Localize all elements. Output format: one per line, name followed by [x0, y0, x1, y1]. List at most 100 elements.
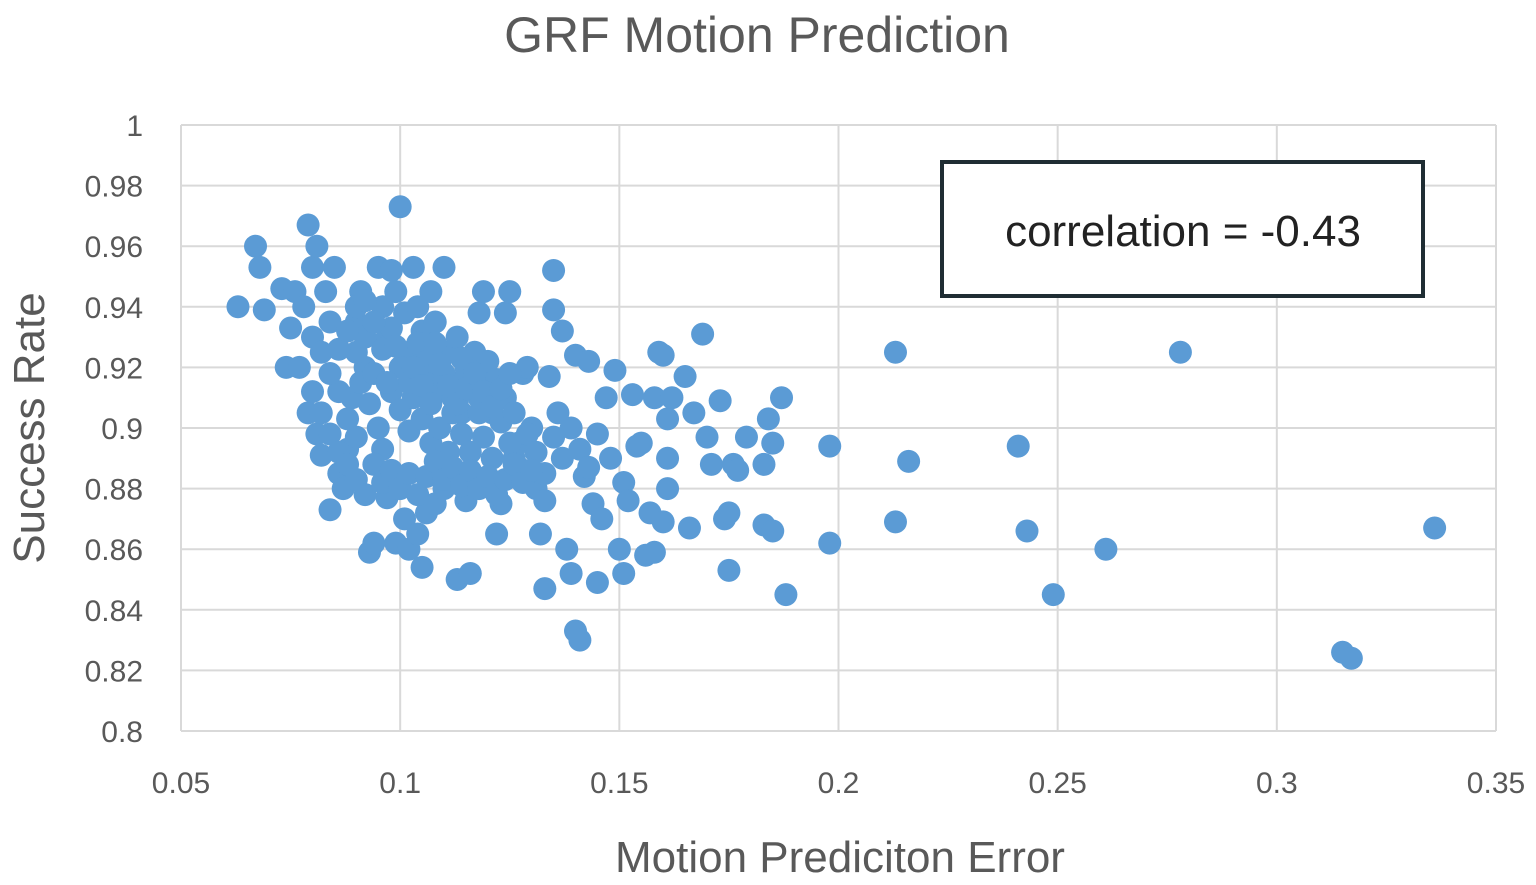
y-tick-label: 0.88	[85, 474, 143, 507]
data-point	[406, 483, 430, 507]
data-point	[616, 489, 640, 513]
data-point	[708, 389, 732, 413]
x-tick-label: 0.25	[1028, 767, 1086, 800]
data-point	[542, 258, 566, 282]
data-point	[695, 425, 719, 449]
data-point	[476, 464, 500, 488]
data-point	[318, 498, 342, 522]
data-point	[485, 522, 509, 546]
y-tick-label: 0.82	[85, 655, 143, 688]
data-point	[397, 461, 421, 485]
data-point	[656, 407, 680, 431]
data-point	[458, 440, 482, 464]
y-tick-label: 0.92	[85, 352, 143, 385]
data-point	[883, 340, 907, 364]
data-point	[410, 374, 434, 398]
data-point	[599, 446, 623, 470]
data-point	[322, 255, 346, 279]
data-point	[559, 416, 583, 440]
data-point	[577, 349, 601, 373]
data-point	[336, 319, 360, 343]
data-point	[542, 425, 566, 449]
data-point	[577, 455, 601, 479]
data-point	[520, 458, 544, 482]
data-point	[441, 455, 465, 479]
annotation-text: correlation = -0.43	[1005, 207, 1361, 256]
data-point	[498, 431, 522, 455]
x-tick-label: 0.2	[818, 767, 860, 800]
data-point	[883, 510, 907, 534]
data-point	[252, 298, 276, 322]
data-point	[292, 295, 316, 319]
data-point	[550, 446, 574, 470]
data-point	[423, 331, 447, 355]
data-point	[818, 434, 842, 458]
y-tick-label: 1	[126, 110, 143, 143]
data-point	[309, 401, 333, 425]
data-point	[542, 298, 566, 322]
data-point	[314, 280, 338, 304]
data-point	[642, 386, 666, 410]
data-point	[384, 334, 408, 358]
x-tick-label: 0.15	[590, 767, 648, 800]
data-point	[761, 431, 785, 455]
data-point	[362, 310, 386, 334]
data-point	[1015, 519, 1039, 543]
data-point	[660, 386, 684, 410]
data-point	[726, 458, 750, 482]
data-point	[318, 422, 342, 446]
data-point	[301, 255, 324, 279]
data-point	[717, 558, 741, 582]
data-point	[699, 452, 723, 476]
data-point	[502, 452, 526, 476]
data-point	[379, 316, 403, 340]
data-point	[550, 319, 574, 343]
data-point	[458, 561, 482, 585]
data-point	[629, 431, 653, 455]
data-point	[651, 343, 675, 367]
data-point	[471, 280, 495, 304]
data-point	[419, 280, 443, 304]
data-point	[463, 361, 487, 385]
data-point	[353, 289, 377, 313]
data-point	[450, 346, 474, 370]
data-point	[502, 401, 526, 425]
tick-labels: 0.05 0.1 0.15 0.2 0.25 0.3 0.35 0.8 0.82 0.84 0.86…	[85, 110, 1526, 800]
data-point	[309, 340, 333, 364]
data-point	[656, 446, 680, 470]
data-point	[818, 531, 842, 555]
data-point	[533, 489, 557, 513]
data-point	[717, 501, 741, 525]
data-point	[546, 401, 570, 425]
data-point	[559, 561, 583, 585]
data-point	[515, 355, 539, 379]
data-point	[296, 213, 320, 237]
data-point	[379, 458, 403, 482]
data-point	[734, 425, 758, 449]
data-point	[344, 425, 368, 449]
data-point	[533, 577, 557, 601]
data-point	[318, 310, 342, 334]
data-point	[537, 364, 561, 388]
data-point	[498, 361, 522, 385]
data-point	[423, 449, 447, 473]
data-point	[467, 301, 491, 325]
x-tick-label: 0.1	[379, 767, 421, 800]
data-point	[353, 483, 377, 507]
data-point	[555, 537, 579, 561]
data-point	[1041, 583, 1065, 607]
data-point	[1423, 516, 1447, 540]
data-point	[436, 374, 460, 398]
data-point	[336, 407, 360, 431]
y-tick-label: 0.9	[101, 413, 143, 446]
y-tick-label: 0.94	[85, 292, 143, 325]
y-tick-label: 0.84	[85, 595, 143, 628]
data-point	[897, 449, 921, 473]
data-point	[590, 507, 614, 531]
data-point	[656, 477, 680, 501]
data-point	[493, 301, 517, 325]
correlation-annotation: correlation = -0.43	[940, 160, 1425, 298]
data-point	[612, 471, 636, 495]
y-tick-label: 0.8	[101, 716, 143, 749]
